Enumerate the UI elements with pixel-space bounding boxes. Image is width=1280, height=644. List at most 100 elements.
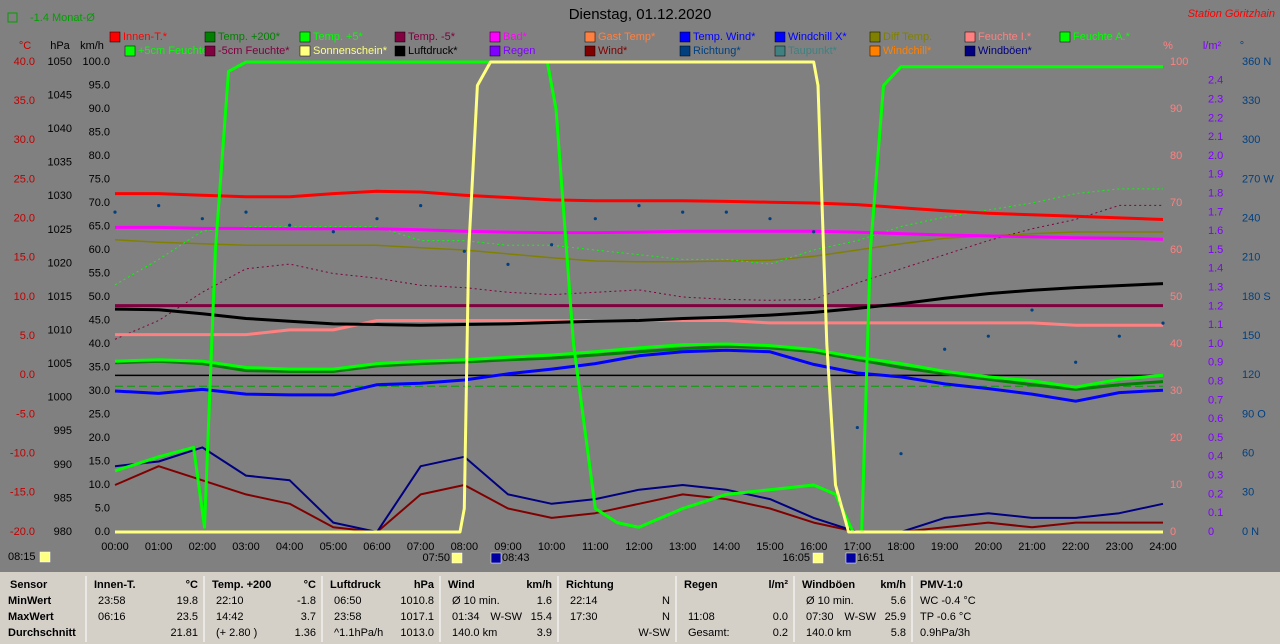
- y-tick-label: 20.0: [14, 213, 35, 225]
- table-cell: 23.5: [177, 611, 198, 623]
- y-tick-label: 1010: [48, 324, 72, 336]
- y-tick-label: 0: [1208, 526, 1214, 538]
- y-tick-label: 60: [1242, 448, 1254, 460]
- series-line: [114, 282, 1164, 327]
- legend-swatch: [394, 45, 406, 57]
- table-cell: 23:58: [98, 595, 126, 607]
- table-header: PMV-1:0: [920, 579, 963, 591]
- y-tick-label: 0.8: [1208, 376, 1223, 388]
- table-cell: 15.4: [531, 611, 552, 623]
- y-tick-label: 1045: [48, 89, 72, 101]
- legend-swatch: [394, 31, 406, 43]
- series-line: [114, 446, 1164, 533]
- y-tick-label: 985: [54, 492, 72, 504]
- y-tick-label: 1.2: [1208, 300, 1223, 312]
- table-cell: 19.8: [177, 595, 198, 607]
- table-cell: TP -0.6 °C: [920, 611, 971, 623]
- summary-table: Sensor Innen-T. °C Temp. +200 °C Luftdruck hPa…: [8, 576, 976, 642]
- x-tick-label: 18:00: [887, 541, 915, 553]
- y-tick-label: -15.0: [10, 487, 35, 499]
- legend-swatch: [489, 45, 501, 57]
- table-cell: 06:50: [334, 595, 362, 607]
- table-cell: 22:10: [216, 595, 244, 607]
- y-tick-label: 1.4: [1208, 263, 1223, 275]
- x-tick-label: 19:00: [931, 541, 959, 553]
- y-tick-label: 60: [1170, 244, 1182, 256]
- legend-label: Temp. -5*: [408, 31, 456, 43]
- sun-time: 16:51: [857, 552, 885, 564]
- y-tick-label: 2.4: [1208, 75, 1223, 87]
- y-tick-label: -10.0: [10, 448, 35, 460]
- table-cell: 3.9: [537, 627, 552, 639]
- legend-label: Temp. +200*: [218, 31, 281, 43]
- direction-dot: [288, 223, 292, 227]
- y-tick-label: 0: [1170, 526, 1176, 538]
- direction-dot: [986, 334, 990, 338]
- y-tick-label: 35.0: [14, 95, 35, 107]
- table-cell: 5.8: [891, 627, 906, 639]
- table-cell: MaxWert: [8, 611, 54, 623]
- y-tick-label: 270 W: [1242, 173, 1274, 185]
- y-tick-label: 995: [54, 425, 72, 437]
- y-tick-label: 1050: [48, 56, 72, 68]
- direction-dot: [200, 217, 204, 221]
- direction-dot: [681, 210, 685, 214]
- y-tick-label: 40: [1170, 338, 1182, 350]
- direction-dot: [724, 210, 728, 214]
- y-tick-label: 30.0: [89, 385, 110, 397]
- y-tick-label: 1.3: [1208, 282, 1223, 294]
- table-unit: °C: [186, 579, 198, 591]
- table-cell: (+ 2.80 ): [216, 627, 257, 639]
- table-cell: 140.0 km: [806, 627, 851, 639]
- direction-dot: [1030, 308, 1034, 312]
- sun-time: 08:43: [502, 552, 530, 564]
- x-tick-label: 23:00: [1106, 541, 1134, 553]
- y-tick-label: 90 O: [1242, 408, 1266, 420]
- y-tick-label: 240: [1242, 213, 1260, 225]
- sun-time: 07:50: [422, 552, 450, 564]
- x-tick-label: 07:00: [407, 541, 435, 553]
- table-cell: 22:14: [570, 595, 598, 607]
- legend-label: Innen-T.*: [123, 31, 168, 43]
- direction-dot: [506, 262, 510, 266]
- station-name: Station Göritzhain: [1188, 8, 1275, 20]
- direction-dot: [812, 230, 816, 234]
- series-line: [115, 60, 1163, 534]
- y-tick-label: 1015: [48, 291, 72, 303]
- legend-label: Sonnenschein*: [313, 45, 388, 57]
- table-cell: 1013.0: [400, 627, 434, 639]
- table-header: Luftdruck: [330, 579, 382, 591]
- direction-dot: [157, 204, 161, 208]
- table-cell: 5.6: [891, 595, 906, 607]
- y-tick-label: 100.0: [82, 56, 110, 68]
- table-cell: N: [662, 611, 670, 623]
- direction-dot: [768, 217, 772, 221]
- legend-label: Wind*: [598, 45, 628, 57]
- legend-label: Feuchte I.*: [978, 31, 1032, 43]
- y-tick-label: 2.1: [1208, 131, 1223, 143]
- table-cell: 06:16: [98, 611, 126, 623]
- y-tick-label: 2.3: [1208, 94, 1223, 106]
- legend-label: Feuchte A.*: [1073, 31, 1131, 43]
- axis-unit: °: [1240, 40, 1244, 52]
- table-cell: 14:42: [216, 611, 244, 623]
- y-tick-label: 2.0: [1208, 150, 1223, 162]
- y-tick-label: 0.0: [95, 526, 110, 538]
- y-tick-label: 1035: [48, 157, 72, 169]
- axis-unit: °C: [19, 40, 31, 52]
- table-header: Richtung: [566, 579, 614, 591]
- x-tick-label: 15:00: [756, 541, 784, 553]
- y-tick-label: 30: [1242, 487, 1254, 499]
- y-tick-label: 25.0: [14, 173, 35, 185]
- legend-swatch: [869, 31, 881, 43]
- legend-label: Regen: [503, 45, 535, 57]
- y-tick-label: 65.0: [89, 220, 110, 232]
- y-tick-label: 45.0: [89, 314, 110, 326]
- legend-swatch: [124, 45, 136, 57]
- y-tick-label: 2.2: [1208, 112, 1223, 124]
- y-tick-label: 1.6: [1208, 225, 1223, 237]
- y-tick-label: 180 S: [1242, 291, 1271, 303]
- y-tick-label: 300: [1242, 134, 1260, 146]
- table-cell: 0.2: [773, 627, 788, 639]
- table-background: [0, 572, 1280, 644]
